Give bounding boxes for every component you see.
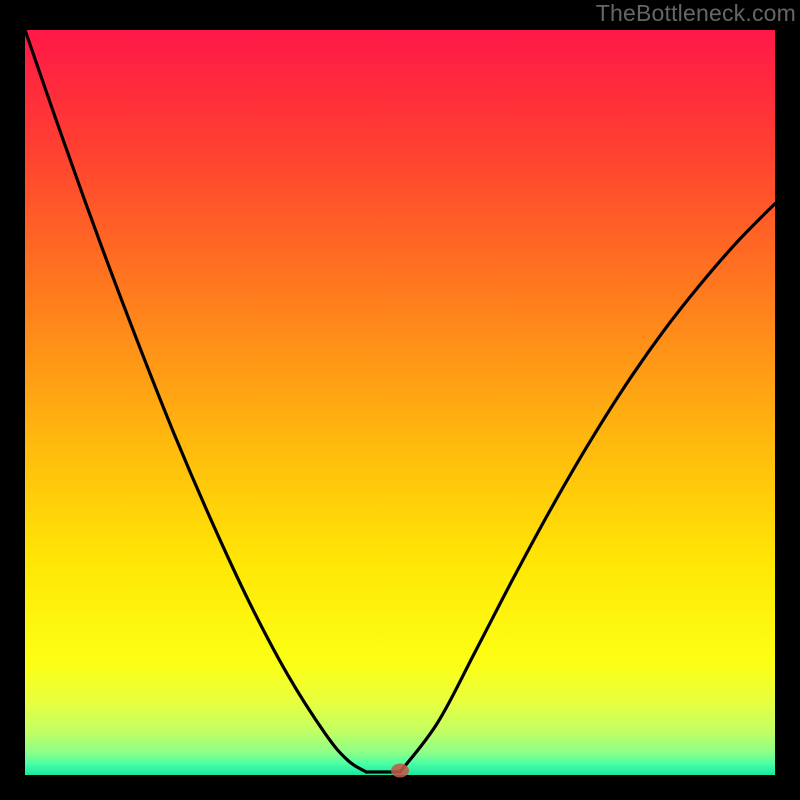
optimum-marker — [391, 764, 409, 778]
bottleneck-curve-chart — [0, 0, 800, 800]
watermark-text: TheBottleneck.com — [596, 0, 796, 27]
chart-stage: TheBottleneck.com — [0, 0, 800, 800]
plot-background-gradient — [25, 30, 775, 775]
